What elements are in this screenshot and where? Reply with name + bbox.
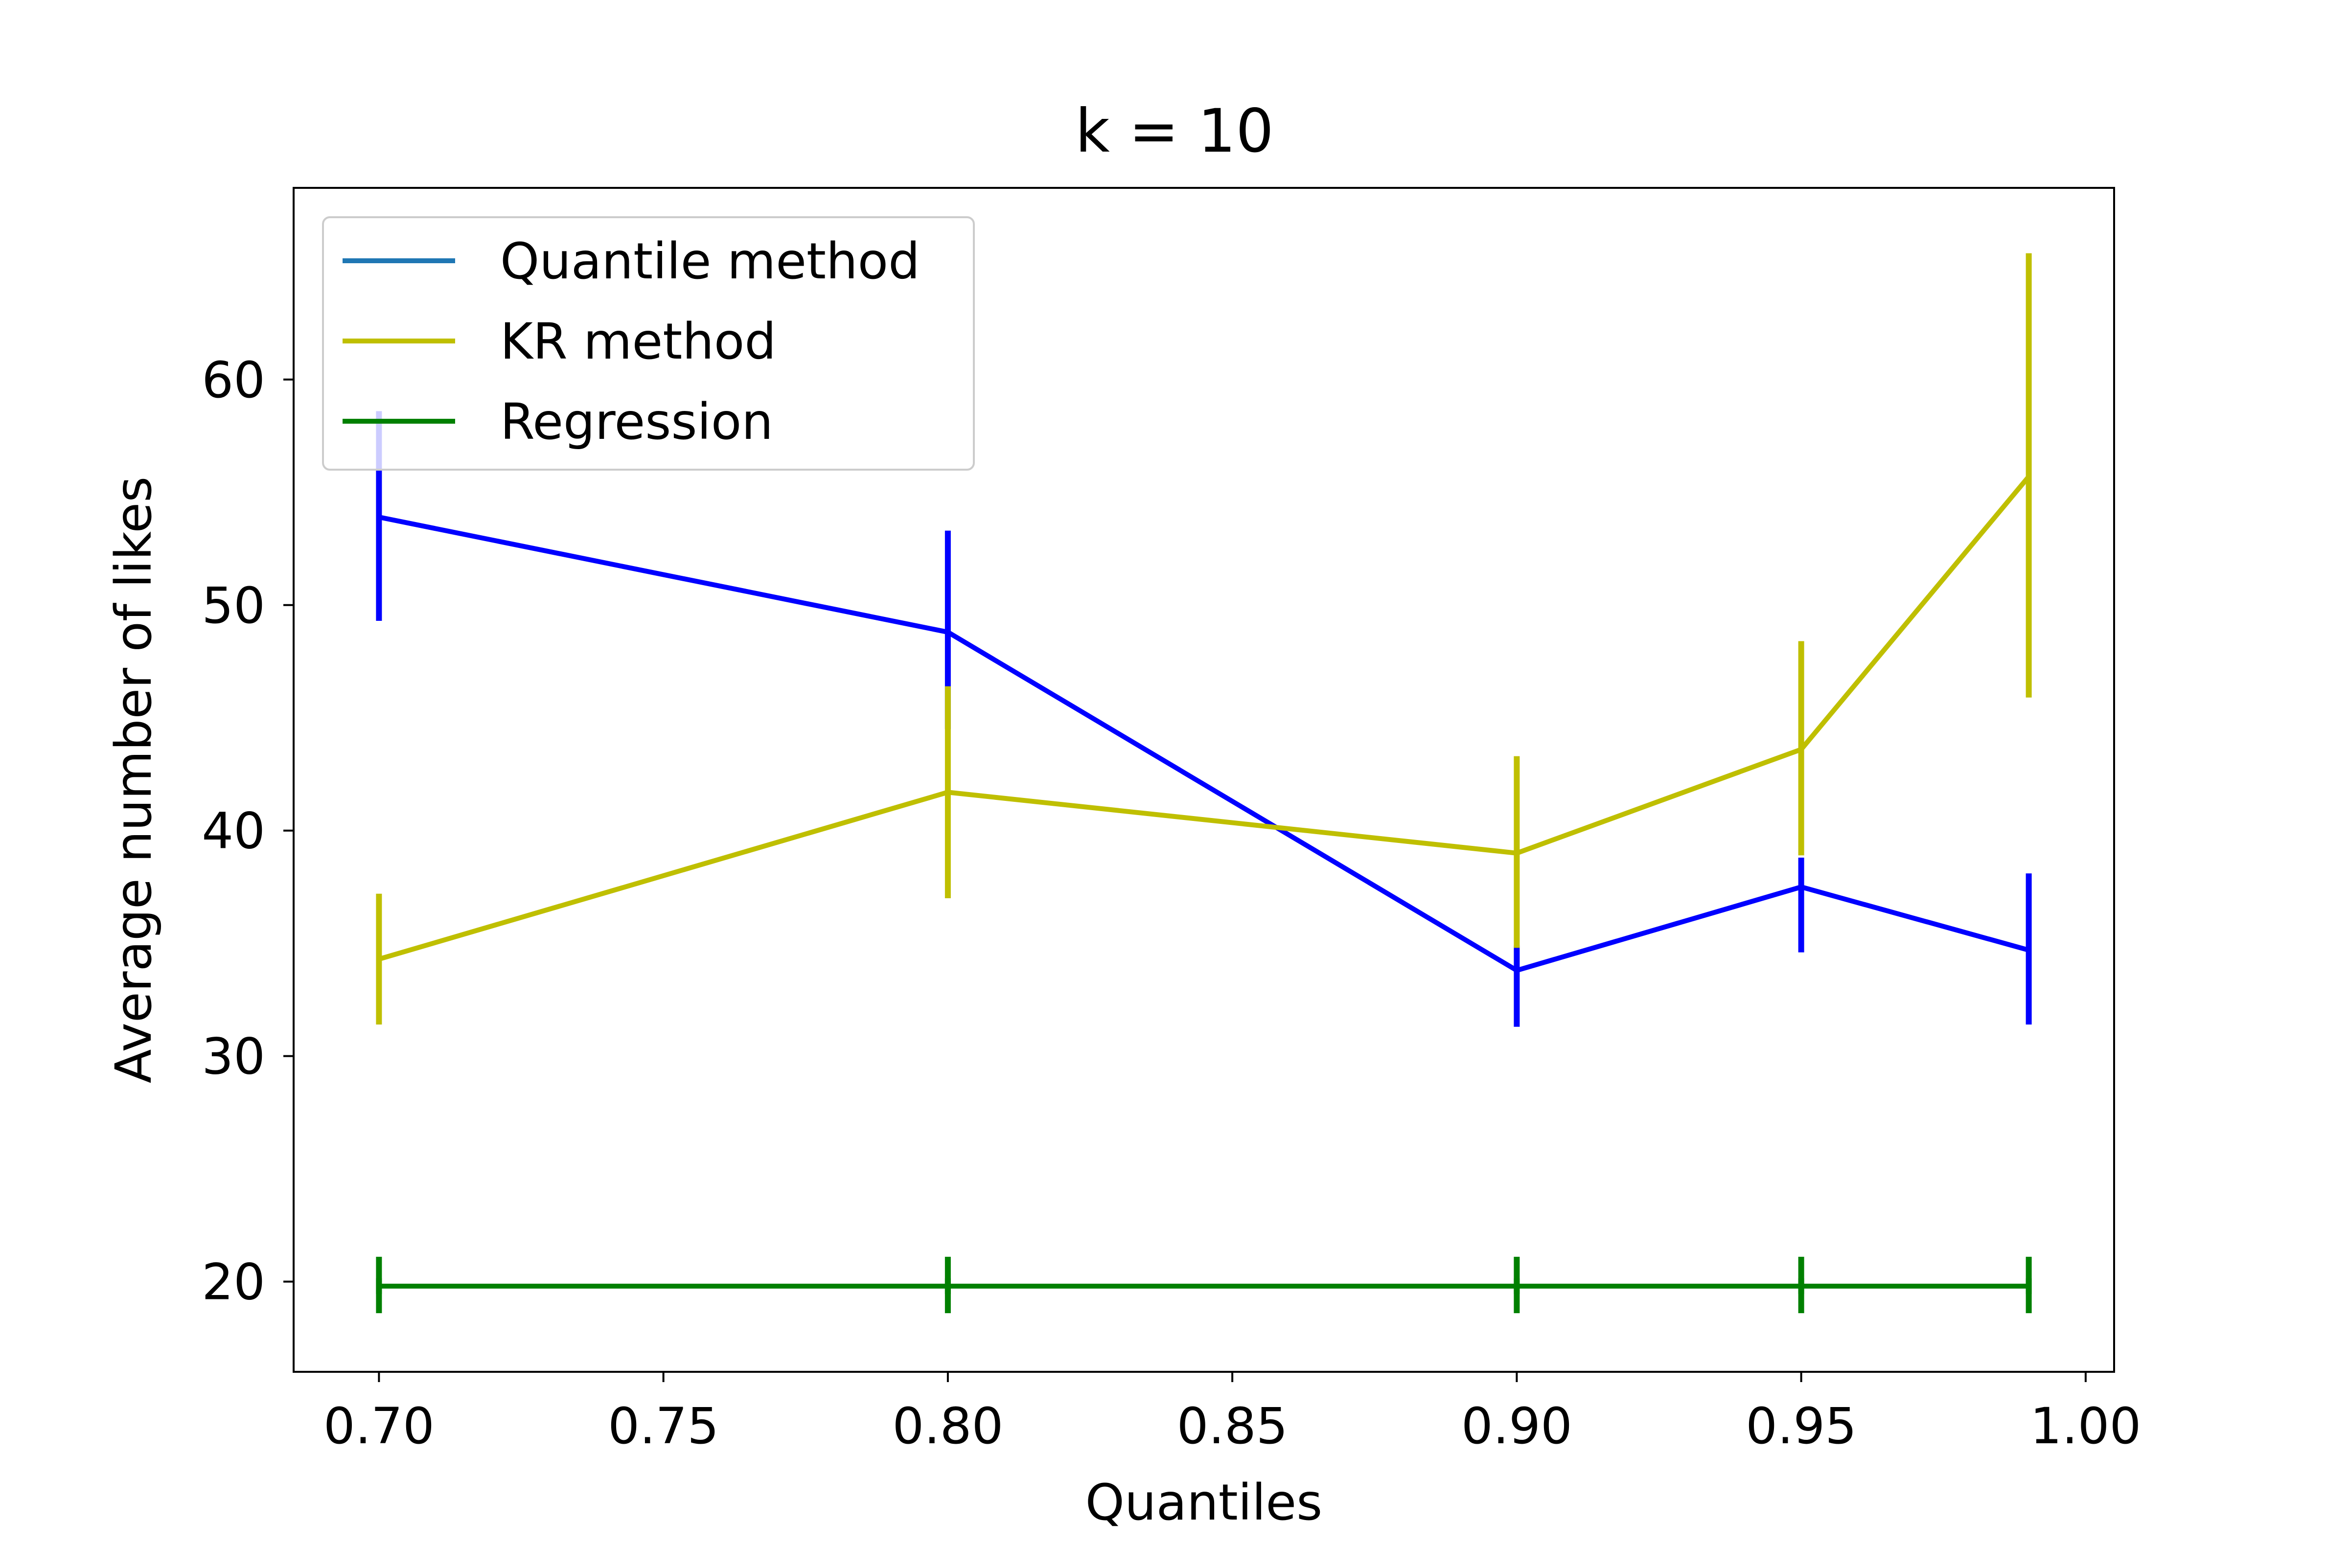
x-tick-label: 0.95 — [1746, 1397, 1857, 1455]
y-axis: 20 30 40 50 60 — [202, 351, 294, 1312]
x-tick-label: 0.85 — [1177, 1397, 1288, 1455]
x-tick-label: 0.90 — [1461, 1397, 1572, 1455]
legend-label-kr-method: KR method — [500, 313, 776, 371]
legend: Quantile method KR method Regression — [322, 216, 975, 471]
y-tick-label: 40 — [202, 802, 265, 861]
y-tick-label: 20 — [202, 1253, 265, 1312]
legend-label-regression: Regression — [500, 393, 773, 451]
y-tick-label: 30 — [202, 1028, 265, 1086]
legend-label-quantile-method: Quantile method — [500, 232, 920, 291]
x-tick-label: 0.80 — [892, 1397, 1003, 1455]
y-tick-label: 60 — [202, 351, 265, 409]
legend-frame — [322, 216, 975, 471]
x-tick-label: 0.70 — [323, 1397, 435, 1455]
series-layer — [376, 253, 2032, 1314]
x-tick-label: 0.75 — [608, 1397, 719, 1455]
series-regression — [376, 1256, 2032, 1314]
plot-frame — [293, 187, 2115, 1373]
chart-title: k = 10 — [1075, 96, 1274, 166]
y-axis-label: Average number of likes — [105, 477, 163, 1084]
series-kr-method — [376, 253, 2032, 1025]
x-axis: 0.70 0.75 0.80 0.85 0.90 0.95 1.00 — [323, 1372, 2141, 1455]
x-axis-label: Quantiles — [1085, 1474, 1323, 1532]
x-tick-label: 1.00 — [2030, 1397, 2141, 1455]
y-tick-label: 50 — [202, 577, 265, 635]
